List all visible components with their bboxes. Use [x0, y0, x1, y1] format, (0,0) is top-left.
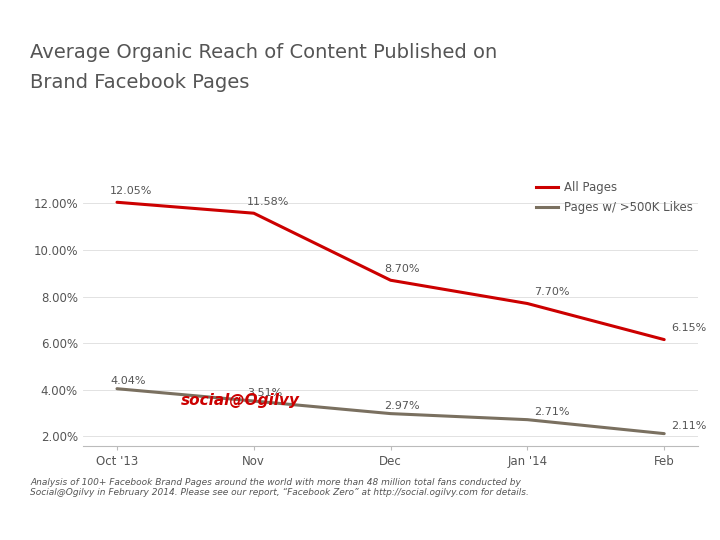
Text: 3.51%: 3.51% [247, 388, 282, 399]
Text: 2.97%: 2.97% [384, 401, 419, 411]
Text: 4.04%: 4.04% [110, 376, 145, 386]
Text: Average Organic Reach of Content Published on: Average Organic Reach of Content Publish… [30, 43, 498, 62]
Text: 12.05%: 12.05% [110, 186, 153, 195]
Text: Analysis of 100+ Facebook Brand Pages around the world with more than 48 million: Analysis of 100+ Facebook Brand Pages ar… [30, 478, 529, 497]
Text: Brand Facebook Pages: Brand Facebook Pages [30, 73, 250, 92]
Text: social@Ogilvy: social@Ogilvy [181, 393, 300, 408]
Text: 2.71%: 2.71% [534, 407, 570, 417]
Text: 2.11%: 2.11% [671, 421, 706, 431]
Text: 8.70%: 8.70% [384, 264, 419, 274]
Text: 11.58%: 11.58% [247, 197, 289, 207]
Legend: All Pages, Pages w/ >500K Likes: All Pages, Pages w/ >500K Likes [536, 181, 693, 214]
Text: 7.70%: 7.70% [534, 287, 570, 297]
Text: 6.15%: 6.15% [671, 323, 706, 333]
